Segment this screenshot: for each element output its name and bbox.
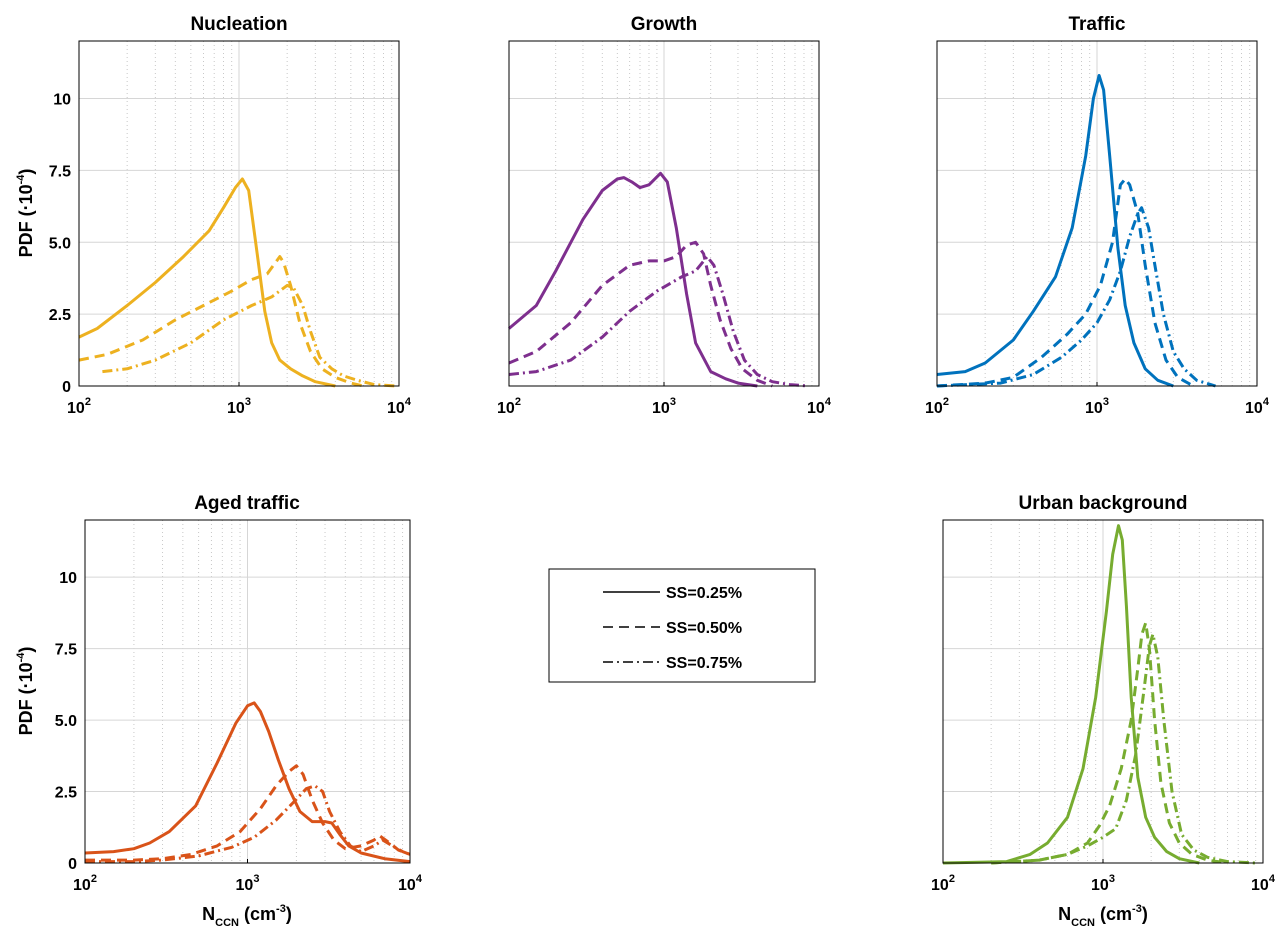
grid (942, 520, 1264, 864)
y-tick-label: 5.0 (49, 235, 71, 252)
series-line-dashed (78, 255, 364, 388)
x-tick-label: 103 (1091, 873, 1115, 894)
legend-label: SS=0.25% (666, 585, 742, 602)
x-tick-label: 103 (652, 396, 676, 417)
panel-urban-background: Urban background 102 103 104 (931, 493, 1276, 894)
x-axis-label: NCCN (cm-3) (202, 903, 292, 929)
series-line-solid (936, 74, 1174, 388)
series-line-solid (942, 524, 1200, 865)
x-tick-label: 104 (398, 873, 423, 894)
legend-label: SS=0.50% (666, 620, 742, 637)
y-tick-label: 7.5 (49, 163, 71, 180)
series-line-dashed (85, 764, 411, 862)
x-tick-label: 104 (387, 396, 412, 417)
x-tick-label: 103 (236, 873, 260, 894)
x-tick-label: 103 (1085, 396, 1109, 417)
x-tick-label: 102 (925, 396, 949, 417)
x-tick-label: 102 (73, 873, 97, 894)
x-tick-label: 103 (227, 396, 251, 417)
panel-title: Aged traffic (194, 493, 300, 514)
panel-title: Growth (631, 14, 698, 35)
legend-label: SS=0.75% (666, 655, 742, 672)
x-tick-label: 104 (807, 396, 832, 417)
panel-title: Traffic (1068, 14, 1125, 35)
panel-growth: Growth 102 103 104 (497, 14, 832, 417)
y-tick-label: 0 (62, 379, 71, 396)
legend-box (548, 568, 816, 683)
series-line-dashdot (102, 283, 396, 388)
y-tick-label: 5.0 (55, 713, 77, 730)
series-line-solid (508, 171, 758, 388)
panel-aged-traffic: Aged traffic 102 103 104 0 2.5 5.0 7.5 10 (55, 493, 423, 894)
x-tick-label: 102 (67, 396, 91, 417)
panel-traffic: Traffic 102 103 104 (925, 14, 1270, 417)
series-line-dashdot (936, 206, 1216, 388)
y-tick-label: 10 (53, 92, 71, 109)
x-tick-label: 102 (497, 396, 521, 417)
x-tick-label: 104 (1245, 396, 1270, 417)
legend: SS=0.25% SS=0.50% SS=0.75% (548, 568, 816, 683)
grid (78, 41, 400, 387)
y-tick-label: 7.5 (55, 642, 77, 659)
x-tick-label: 102 (931, 873, 955, 894)
y-axis-label: PDF (·10-4) (15, 647, 36, 736)
y-tick-label: 10 (59, 570, 77, 587)
x-axis-label: NCCN (cm-3) (1058, 903, 1148, 929)
panel-title: Nucleation (190, 14, 287, 35)
series-line-dashed (991, 621, 1228, 865)
y-tick-label: 0 (68, 856, 77, 873)
x-tick-label: 104 (1251, 873, 1276, 894)
grid (84, 520, 411, 864)
panel-title: Urban background (1019, 493, 1188, 514)
y-tick-label: 2.5 (49, 307, 71, 324)
grid (508, 41, 820, 387)
panel-nucleation: Nucleation 102 103 104 0 2.5 5.0 7.5 10 (49, 14, 412, 417)
grid (936, 41, 1258, 387)
series-line-dashed (936, 177, 1195, 388)
series-line-solid (84, 701, 411, 864)
series-line-dashdot (991, 632, 1256, 865)
y-tick-label: 2.5 (55, 785, 77, 802)
series-line-solid (78, 177, 336, 388)
series-line-dashdot (508, 255, 809, 388)
y-axis-label: PDF (·10-4) (15, 169, 36, 258)
